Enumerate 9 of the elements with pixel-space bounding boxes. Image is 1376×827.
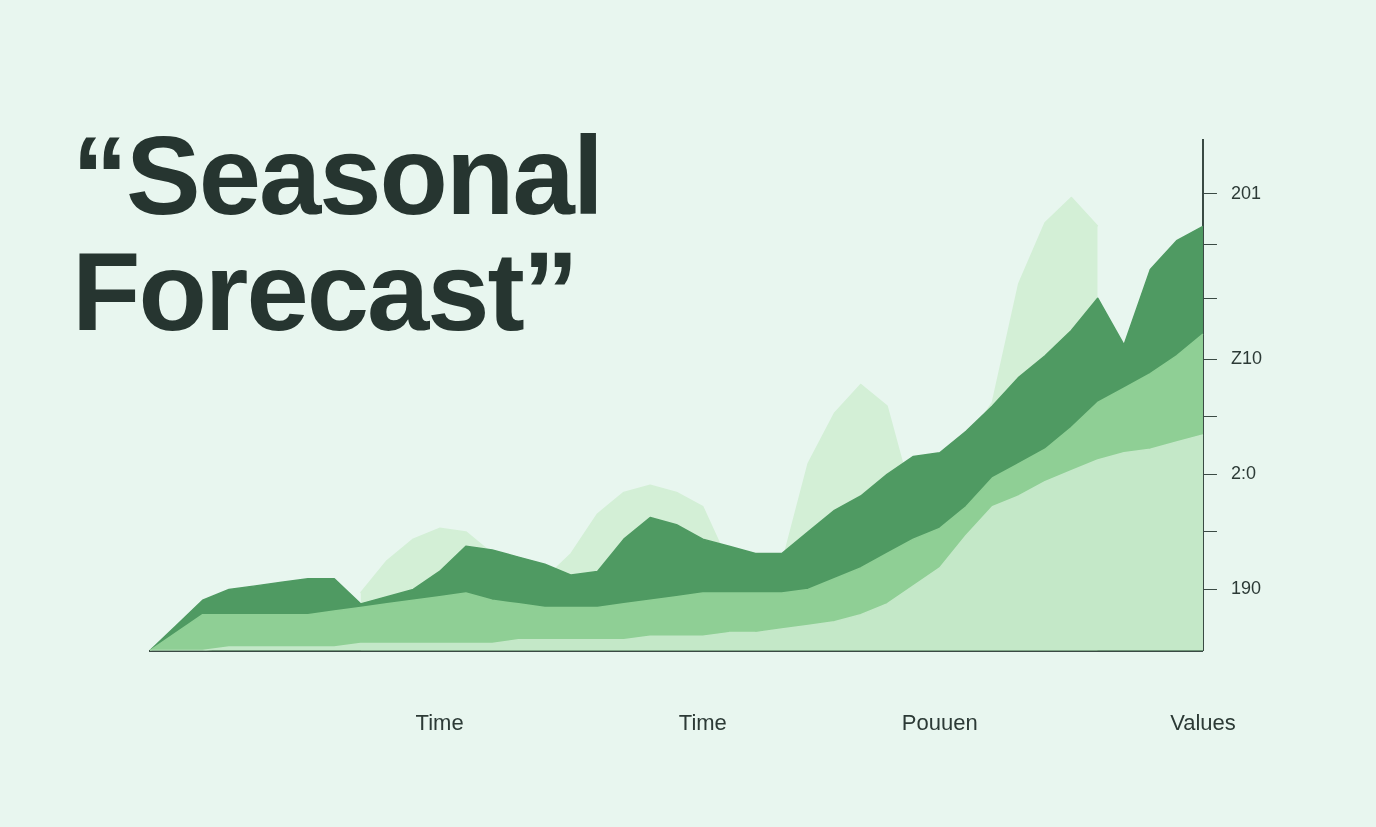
x-tick-label: Values xyxy=(1170,709,1236,735)
y-tick-label: 201 xyxy=(1230,182,1262,203)
y-tick-label: 2:0 xyxy=(1230,463,1257,484)
y-tick-label: 190 xyxy=(1230,578,1262,599)
x-tick-label: Pouuen xyxy=(901,709,978,735)
chart-title: “Seasonal Forecast” xyxy=(72,113,603,354)
y-tick-label: Z10 xyxy=(1230,348,1263,369)
x-tick-label: Time xyxy=(678,709,727,735)
x-tick-label: Time xyxy=(415,709,464,735)
